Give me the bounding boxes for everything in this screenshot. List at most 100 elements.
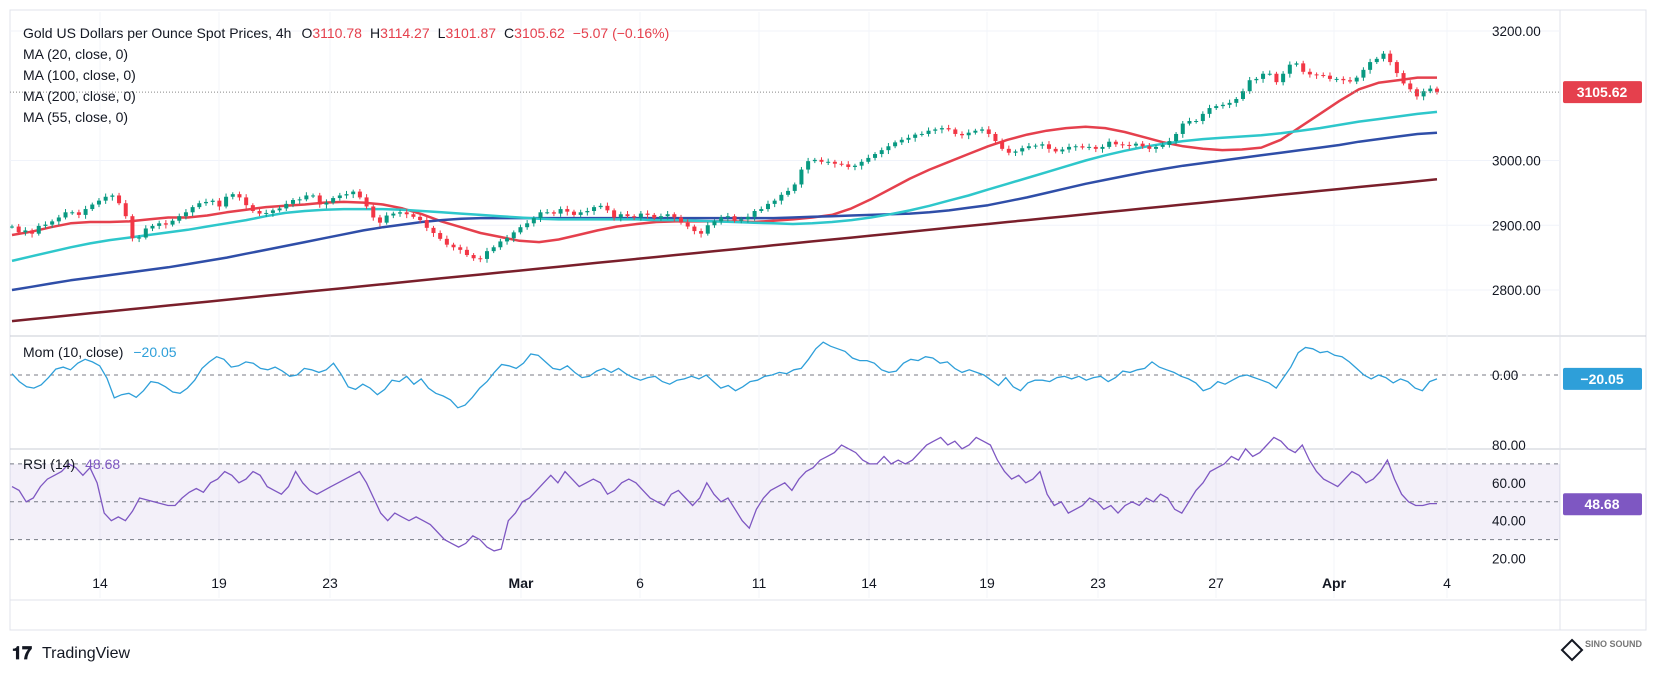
candle-body [297, 199, 302, 201]
candle-body [712, 221, 717, 226]
candle-body [946, 128, 951, 130]
ma-line-3 [11, 178, 1438, 323]
rsi-tick-label: 20.00 [1492, 552, 1526, 567]
candle-body [592, 207, 597, 212]
candle-body [598, 205, 603, 208]
candle-body [304, 195, 309, 200]
candle-body [50, 221, 55, 225]
candle-body [638, 213, 643, 218]
candle-body [1301, 63, 1306, 72]
candle-body [1401, 73, 1406, 84]
candle-body [103, 196, 108, 201]
candle-body [1388, 53, 1393, 63]
ma-legend-4: MA (55, close, 0) [23, 109, 128, 125]
candle-body [170, 220, 175, 225]
price-tick-label: 2800.00 [1492, 283, 1541, 298]
candle-body [1361, 69, 1366, 78]
candle-body [90, 204, 95, 210]
candle-body [1267, 73, 1272, 75]
candle-body [926, 130, 931, 134]
momentum-tag-bg [1563, 367, 1642, 390]
candle-body [1334, 78, 1339, 80]
candle-body [337, 195, 342, 199]
candle-body [484, 251, 490, 259]
candle-body [1000, 141, 1005, 149]
rsi-legend: RSI (14) 48.68 [23, 456, 120, 472]
time-tick-label: 6 [636, 575, 644, 591]
candle-body [424, 220, 429, 228]
candle-body [411, 214, 416, 217]
candle-body [725, 216, 730, 218]
candle-body [732, 216, 737, 221]
candle-body [1227, 102, 1232, 105]
momentum-tag-text: −20.05 [1580, 371, 1623, 387]
candle-body [658, 216, 663, 219]
candle-body [846, 164, 851, 167]
candle-body [1180, 123, 1185, 134]
candle-body [1140, 143, 1145, 147]
ohlc-open-label: O [301, 25, 312, 41]
time-tick-label: 23 [322, 575, 338, 591]
ohlc-open-value: 3110.78 [312, 25, 362, 41]
ohlc-high-label: H [370, 25, 380, 41]
candle-body [959, 133, 965, 136]
candle-body [1374, 58, 1379, 63]
candle-body [1368, 62, 1373, 70]
candle-body [558, 209, 563, 214]
ma-legend-2: MA (100, close, 0) [23, 67, 136, 83]
candle-body [752, 211, 757, 217]
candle-body [398, 212, 403, 214]
candle-body [451, 244, 456, 248]
candle-body [812, 159, 817, 162]
candle-body [43, 224, 48, 226]
candle-body [1040, 144, 1045, 146]
candle-body [973, 130, 978, 133]
candle-body [311, 195, 316, 197]
candle-body [980, 129, 985, 131]
candle-body [183, 212, 188, 217]
candle-body [1067, 146, 1072, 150]
candle-body [886, 146, 891, 151]
ohlc-low-label: L [438, 25, 446, 41]
candle-body [1348, 80, 1353, 82]
ohlc-change-value: −5.07 (−0.16%) [573, 25, 670, 41]
candle-body [1254, 78, 1259, 81]
candle-body [1207, 108, 1212, 114]
candlestick-series [9, 50, 1440, 263]
candle-body [377, 217, 382, 223]
candle-body [612, 210, 617, 218]
rsi-tick-label: 80.00 [1492, 438, 1526, 453]
candle-body [1281, 73, 1286, 83]
candle-body [518, 227, 523, 233]
last-price-tag-text: 3105.62 [1577, 84, 1628, 100]
candle-body [625, 214, 630, 217]
candle-body [351, 191, 356, 195]
candle-body [739, 219, 744, 221]
candle-body [873, 154, 878, 158]
candle-body [705, 225, 710, 234]
candle-body [632, 216, 637, 218]
candle-body [1060, 149, 1065, 152]
candle-body [1033, 145, 1038, 147]
candle-body [799, 169, 804, 185]
candle-body [578, 212, 583, 215]
candle-body [1093, 146, 1098, 149]
time-tick-label: Mar [509, 575, 534, 591]
candle-body [538, 212, 543, 219]
price-axis: 3200.00 3000.00 2900.00 2800.00 [1492, 24, 1541, 298]
rsi-tick-label: 60.00 [1492, 476, 1526, 491]
candle-body [204, 201, 209, 204]
candle-body [919, 133, 924, 135]
candle-body [76, 212, 81, 215]
candle-body [257, 211, 262, 214]
candle-body [832, 161, 837, 164]
candle-body [545, 212, 550, 214]
candle-body [679, 217, 684, 223]
candle-body [357, 191, 362, 198]
candle-body [364, 197, 369, 207]
candle-body [1053, 148, 1058, 152]
chart-title: Gold US Dollars per Ounce Spot Prices [23, 25, 268, 41]
main-grid [10, 12, 1560, 598]
candle-body [371, 206, 376, 218]
candle-body [150, 225, 155, 229]
